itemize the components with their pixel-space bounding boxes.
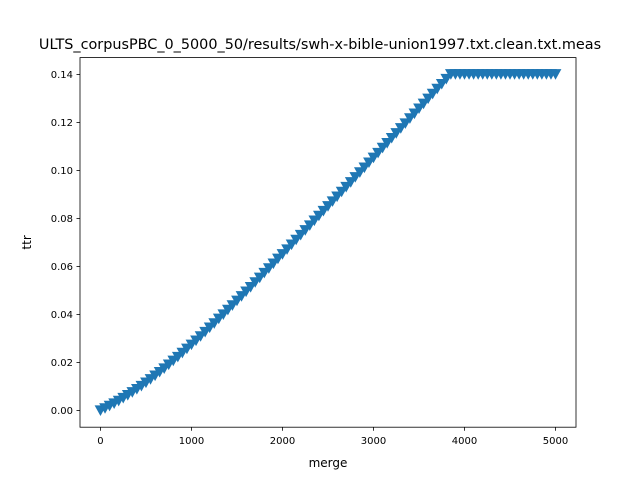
x-tick-label: 5000 <box>543 436 568 447</box>
data-point-marker <box>308 215 321 227</box>
y-tick-label: 0.10 <box>51 166 73 177</box>
data-point-marker <box>276 249 289 260</box>
data-point-marker <box>267 258 280 270</box>
data-point-marker <box>376 142 389 154</box>
data-point-marker <box>322 201 334 212</box>
chart-title: ULTS_corpusPBC_0_5000_50/results/swh-x-b… <box>39 37 601 53</box>
data-point-marker <box>231 295 243 307</box>
data-point-marker <box>422 93 434 105</box>
data-point-marker <box>335 186 348 198</box>
data-point-marker <box>344 177 357 188</box>
data-point-marker <box>408 108 421 120</box>
data-point-marker <box>272 253 284 265</box>
x-axis-ticks: 0 1000 2000 3000 4000 5000 <box>97 427 568 447</box>
data-point-marker <box>385 132 398 144</box>
data-point-marker <box>431 83 444 95</box>
y-tick-label: 0.00 <box>51 406 73 417</box>
data-point-marker <box>404 113 416 124</box>
y-tick-label: 0.02 <box>51 358 73 369</box>
data-point-marker <box>317 205 330 217</box>
data-point-marker <box>326 196 339 207</box>
data-point-marker <box>413 103 425 115</box>
x-tick-label: 4000 <box>452 436 477 447</box>
data-point-marker <box>331 191 343 203</box>
data-point-marker <box>258 267 271 279</box>
data-point-marker <box>235 291 248 302</box>
data-point-marker <box>349 172 362 183</box>
data-point-marker <box>217 309 230 320</box>
plot-frame <box>79 57 577 428</box>
data-point-marker <box>381 137 394 149</box>
data-point-marker <box>426 88 439 100</box>
data-point-marker <box>549 69 562 80</box>
data-point-marker <box>353 167 366 178</box>
data-point-marker <box>226 300 239 311</box>
data-point-marker <box>244 281 257 293</box>
x-axis-label: merge <box>309 456 348 470</box>
data-point-marker <box>440 73 453 85</box>
y-tick-label: 0.04 <box>51 310 73 321</box>
x-tick-label: 1000 <box>179 436 204 447</box>
y-tick-label: 0.14 <box>51 70 73 81</box>
data-point-marker <box>367 152 380 164</box>
data-point-marker <box>249 277 262 288</box>
data-point-marker <box>294 229 307 241</box>
x-tick-label: 0 <box>97 436 103 447</box>
x-tick-label: 3000 <box>361 436 386 447</box>
y-tick-label: 0.12 <box>51 118 73 129</box>
data-point-marker <box>417 98 430 110</box>
data-point-marker <box>363 157 375 169</box>
data-point-marker <box>313 210 325 222</box>
data-point-marker <box>435 78 448 90</box>
data-point-marker <box>222 304 234 316</box>
data-point-marker <box>372 147 384 159</box>
data-point-marker <box>340 181 353 193</box>
y-tick-label: 0.08 <box>51 214 73 225</box>
data-point-marker <box>399 118 412 129</box>
data-point-marker <box>394 123 407 134</box>
data-point-marker <box>240 286 252 298</box>
y-axis-ticks: 0.00 0.02 0.04 0.06 0.08 0.10 0.12 0.14 <box>51 70 80 417</box>
data-point-marker <box>303 220 316 231</box>
y-tick-label: 0.06 <box>51 262 73 273</box>
data-point-marker <box>290 234 303 246</box>
data-point-marker <box>358 162 371 174</box>
data-point-marker <box>253 272 266 284</box>
x-tick-label: 2000 <box>270 436 295 447</box>
data-point-marker <box>285 239 298 251</box>
data-point-marker <box>281 244 293 255</box>
data-point-marker <box>208 318 221 329</box>
data-point-marker <box>262 263 275 274</box>
data-point-marker <box>390 128 403 139</box>
y-axis-label: ttr <box>20 235 34 249</box>
data-point-marker <box>299 225 312 236</box>
series-layer <box>94 69 562 416</box>
